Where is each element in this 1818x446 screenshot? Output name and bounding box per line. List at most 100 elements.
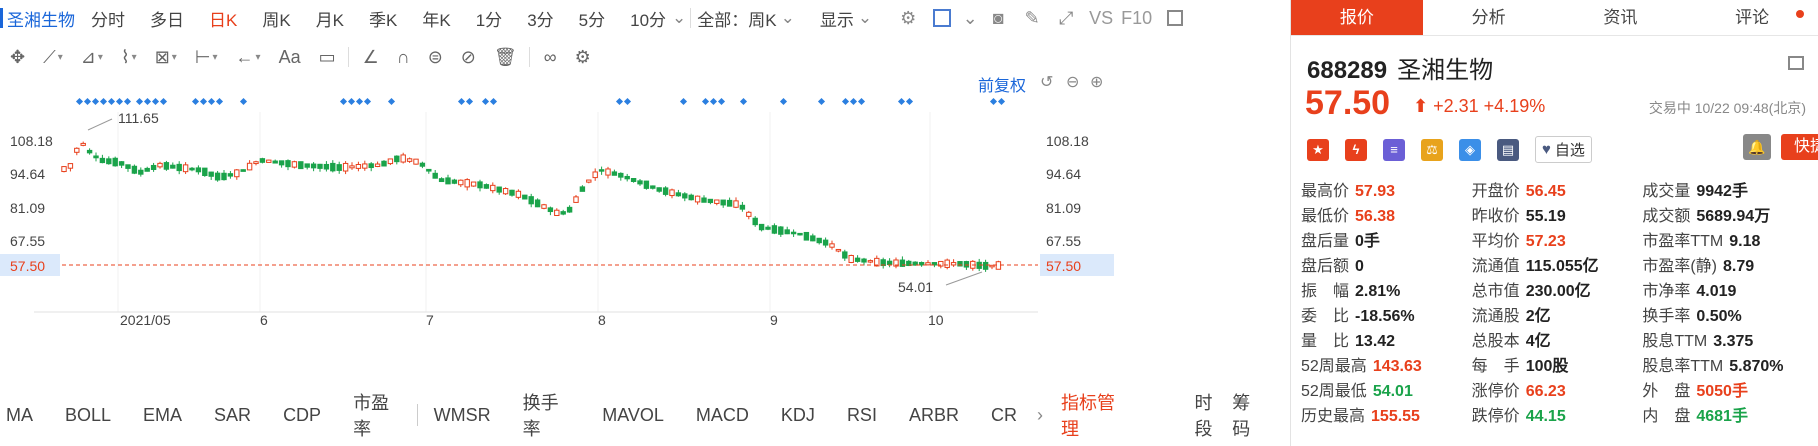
event-marker[interactable] (717, 97, 726, 106)
range-tool-icon[interactable]: ⊢ ▾ (194, 46, 218, 67)
settings-icon[interactable]: ⚙ (900, 7, 917, 28)
event-marker[interactable] (91, 97, 100, 106)
event-marker[interactable] (779, 97, 788, 106)
tab-duori[interactable]: 多日 (150, 10, 184, 30)
event-marker[interactable] (215, 97, 224, 106)
restore-mode[interactable]: 前复权 (978, 78, 1027, 95)
scale-icon[interactable]: ⚖ (1421, 138, 1443, 161)
f10-button[interactable]: F10 (1121, 7, 1153, 28)
event-marker[interactable] (199, 97, 208, 106)
tab-yuek[interactable]: 月K (315, 10, 345, 30)
indicator-cr[interactable]: CR (990, 404, 1017, 425)
lock-icon[interactable]: ⊜ (427, 46, 443, 67)
tab-fenshi[interactable]: 分时 (91, 10, 125, 30)
event-marker[interactable] (75, 97, 84, 106)
indicator-pe[interactable]: 市盈率 (353, 393, 390, 439)
magnet-icon[interactable]: ∩ (396, 46, 410, 67)
event-marker[interactable] (841, 97, 850, 106)
tab-zhouk[interactable]: 周K (262, 10, 291, 30)
event-marker[interactable] (457, 97, 466, 106)
quick-trade-button[interactable]: 快捷交易 (1781, 134, 1818, 160)
zoom-in-icon[interactable]: ⊕ (1090, 74, 1104, 91)
fib-tool-icon[interactable]: ⊠ ▾ (154, 46, 177, 67)
trash-icon[interactable]: 🗑 (493, 46, 517, 67)
event-marker[interactable] (857, 97, 866, 106)
tab-comments[interactable]: 评论 (1686, 0, 1818, 35)
event-marker[interactable] (151, 97, 160, 106)
event-marker[interactable] (489, 97, 498, 106)
chevron-down-icon[interactable]: ⌄ (962, 7, 978, 28)
chevron-down-icon[interactable]: ⌄ (857, 8, 873, 27)
event-marker[interactable] (849, 97, 858, 106)
range-select[interactable]: 全部：周K (697, 10, 777, 30)
event-marker[interactable] (997, 97, 1006, 106)
text-tool-icon[interactable]: Aa (278, 46, 301, 67)
zoom-out-icon[interactable]: ⊖ (1066, 74, 1080, 91)
channel-tool-icon[interactable]: ⊿ ▾ (80, 46, 103, 67)
indicator-boll[interactable]: BOLL (65, 404, 112, 425)
chevron-down-icon[interactable]: ⌄ (780, 8, 795, 27)
event-marker[interactable] (363, 97, 372, 106)
watchlist-button[interactable]: ♥ 自选 (1535, 136, 1592, 163)
chevron-down-icon[interactable]: ⌄ (672, 8, 687, 27)
line-tool-icon[interactable]: ⟋ ▾ (43, 46, 63, 67)
tab-quote[interactable]: 报价 (1291, 0, 1423, 35)
event-marker[interactable] (355, 97, 364, 106)
event-marker[interactable] (701, 97, 710, 106)
event-marker[interactable] (159, 97, 168, 106)
move-icon[interactable]: ✥ (10, 46, 26, 67)
bell-icon[interactable]: 🔔 (1743, 134, 1771, 160)
color-box-icon[interactable] (931, 7, 953, 29)
indicator-kdj[interactable]: KDJ (780, 404, 815, 425)
chevron-right-icon[interactable]: › (1036, 404, 1043, 425)
chip-button[interactable]: 筹码 (1232, 393, 1251, 439)
tab-news[interactable]: 资讯 (1603, 8, 1638, 27)
note-icon[interactable]: ▤ (1497, 138, 1519, 161)
vs-button[interactable]: VS (1089, 7, 1114, 28)
camera-icon[interactable]: ◙ (992, 7, 1004, 28)
comment-tool-icon[interactable]: ▭ (318, 46, 336, 67)
indicator-manage-button[interactable]: 指标管理 (1060, 393, 1115, 439)
lightning-icon[interactable]: ϟ (1345, 138, 1367, 161)
event-marker[interactable] (481, 97, 490, 106)
time-period-button[interactable]: 时段 (1194, 393, 1213, 439)
angle-tool-icon[interactable]: ∠ (362, 46, 379, 67)
panel-menu-icon[interactable] (1788, 56, 1804, 70)
settings-icon[interactable]: ⚙ (574, 46, 591, 67)
event-marker[interactable] (143, 97, 152, 106)
event-marker[interactable] (897, 97, 906, 106)
event-marker[interactable] (99, 97, 108, 106)
event-marker[interactable] (239, 97, 248, 106)
indicator-cdp[interactable]: CDP (283, 404, 322, 425)
tab-10min[interactable]: 10分 (630, 10, 667, 30)
tab-niank[interactable]: 年K (422, 10, 451, 30)
indicator-sar[interactable]: SAR (214, 404, 252, 425)
indicator-rsi[interactable]: RSI (846, 404, 877, 425)
event-marker[interactable] (347, 97, 356, 106)
stock-name[interactable]: 圣湘生物 (7, 10, 75, 30)
indicator-ma[interactable]: MA (6, 404, 33, 425)
event-marker[interactable] (817, 97, 826, 106)
tab-jik[interactable]: 季K (369, 10, 398, 30)
link-icon[interactable]: ∞ (543, 46, 557, 67)
event-marker[interactable] (339, 97, 348, 106)
event-marker[interactable] (107, 97, 116, 106)
event-marker[interactable] (115, 97, 124, 106)
pen-icon[interactable]: ✎ (1024, 7, 1040, 28)
event-marker[interactable] (623, 97, 632, 106)
event-marker[interactable] (989, 97, 998, 106)
event-marker[interactable] (465, 97, 474, 106)
sidebar-toggle-icon[interactable] (1164, 7, 1186, 29)
tab-5min[interactable]: 5分 (578, 10, 606, 30)
indicator-ema[interactable]: EMA (143, 404, 183, 425)
tab-rik[interactable]: 日K (209, 10, 238, 30)
event-marker[interactable] (739, 97, 748, 106)
display-select[interactable]: 显示 (819, 10, 854, 30)
indicator-arbr[interactable]: ARBR (908, 404, 959, 425)
tag-icon[interactable]: ◈ (1459, 138, 1481, 161)
undo-icon[interactable]: ↺ (1040, 74, 1054, 91)
event-marker[interactable] (709, 97, 718, 106)
tab-analysis[interactable]: 分析 (1471, 8, 1506, 27)
event-marker[interactable] (615, 97, 624, 106)
arrow-tool-icon[interactable]: ← ▾ (235, 46, 261, 67)
